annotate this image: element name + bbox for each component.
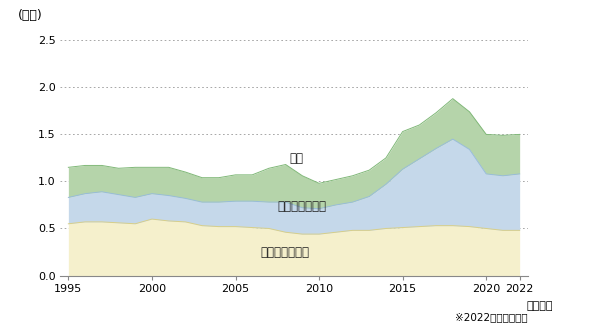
Text: ※2022年度は予測値: ※2022年度は予測値 xyxy=(455,312,528,323)
Text: (兆円): (兆円) xyxy=(18,8,43,22)
Text: 宇宙: 宇宙 xyxy=(289,152,303,165)
Text: 航空機（民間）: 航空機（民間） xyxy=(277,200,326,213)
Text: 航空機（防衛）: 航空機（防衛） xyxy=(260,246,310,259)
Text: （年度）: （年度） xyxy=(527,300,553,310)
